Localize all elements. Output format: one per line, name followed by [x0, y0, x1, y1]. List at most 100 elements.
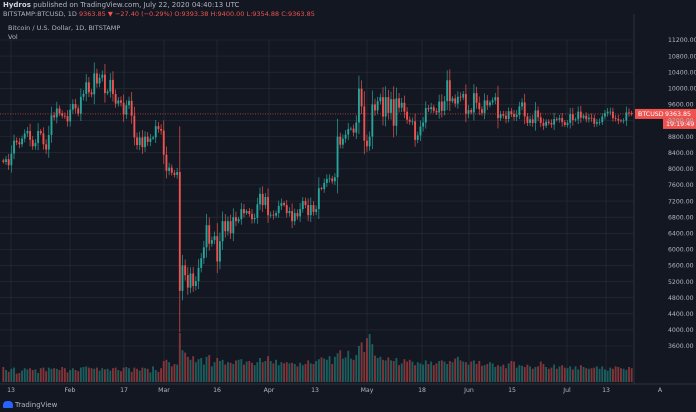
volume-bar	[577, 369, 580, 382]
candle-body	[539, 117, 542, 123]
volume-bar	[366, 338, 368, 382]
candle-body	[352, 128, 355, 133]
candle-body	[253, 217, 256, 220]
candle-body	[371, 104, 374, 137]
volume-bars	[2, 332, 633, 382]
volume-bar	[622, 368, 625, 382]
volume-bar	[456, 356, 459, 382]
volume-bar	[550, 367, 553, 382]
candle-body	[197, 267, 200, 282]
candle-body	[71, 104, 74, 110]
candle-body	[443, 101, 446, 111]
volume-bar	[467, 364, 470, 382]
candle-body	[248, 211, 251, 214]
candle-body	[213, 236, 216, 241]
volume-bar	[502, 364, 505, 382]
volume-bar	[37, 373, 40, 382]
volume-bar	[537, 366, 540, 382]
candle-body	[553, 118, 556, 125]
candle-body	[411, 121, 414, 123]
volume-bar	[454, 358, 457, 382]
volume-bar	[71, 368, 74, 382]
volume-bar	[114, 367, 117, 382]
candle-body	[5, 159, 7, 162]
candle-body	[382, 97, 384, 117]
candle-body	[189, 273, 192, 288]
candle-body	[336, 136, 339, 178]
volume-bar	[325, 359, 328, 382]
volume-bar	[82, 367, 85, 382]
author-name[interactable]: Hydros	[3, 1, 31, 9]
volume-bar	[58, 370, 61, 382]
volume-bar	[144, 368, 146, 382]
volume-bar	[200, 358, 203, 382]
volume-bar	[534, 367, 537, 382]
y-tick-label: 8000.00	[668, 166, 694, 173]
volume-bar	[341, 358, 344, 382]
volume-bar	[90, 368, 93, 382]
ohlc-values: O:9393.38 H:9400.00 L:9354.88 C:9363.85	[174, 10, 315, 18]
volume-bar	[400, 363, 403, 382]
candle-body	[574, 119, 577, 121]
candle-body	[489, 102, 491, 106]
volume-bar	[221, 359, 224, 382]
grid-lines	[0, 39, 633, 382]
volume-bar	[285, 362, 288, 382]
volume-bar	[34, 369, 37, 382]
candle-body	[85, 82, 88, 94]
volume-bar	[561, 365, 564, 382]
candle-body	[87, 82, 90, 93]
x-tick-label: Jul	[562, 387, 571, 394]
candle-body	[15, 140, 18, 143]
candle-body	[387, 97, 390, 113]
volume-bar	[253, 365, 256, 382]
candle-body	[432, 107, 435, 111]
candle-body	[21, 138, 23, 145]
x-tick-label: 18	[418, 387, 426, 394]
volume-bar	[50, 368, 53, 382]
candle-body	[379, 97, 382, 102]
volume-bar	[13, 367, 15, 382]
volume-bar	[491, 363, 494, 382]
x-tick-label: 13	[602, 387, 610, 394]
volume-bar	[612, 368, 614, 382]
volume-bar	[558, 366, 561, 382]
candle-body	[208, 225, 211, 244]
volume-bar	[464, 362, 467, 382]
candle-body	[317, 188, 320, 210]
volume-bar	[216, 358, 219, 382]
x-tick-label: 13	[7, 387, 15, 394]
candle-body	[419, 126, 422, 136]
volume-bar	[189, 359, 192, 382]
candle-body	[95, 73, 98, 84]
volume-bar	[157, 371, 160, 382]
price-overlay: BTCUSD 9363.85 19:19:49	[0, 108, 696, 129]
candle-body	[13, 140, 15, 154]
candle-body	[585, 115, 588, 120]
volume-bar	[256, 362, 259, 382]
candle-body	[360, 88, 363, 107]
volume-bar	[87, 367, 90, 382]
candle-body	[307, 205, 310, 216]
candle-body	[173, 172, 176, 175]
candle-body	[320, 188, 323, 189]
tradingview-brand[interactable]: TradingView	[3, 401, 57, 409]
candle-body	[202, 247, 205, 259]
candle-body	[2, 160, 5, 162]
volume-bar	[269, 361, 272, 382]
candle-body	[502, 114, 505, 116]
candle-body	[505, 115, 507, 119]
candle-body	[275, 213, 277, 216]
candle-body	[170, 167, 173, 173]
volume-bar	[7, 371, 10, 382]
volume-bar	[248, 361, 251, 382]
y-tick-label: 9200.00	[668, 118, 694, 125]
candle-body	[414, 121, 417, 140]
volume-bar	[202, 364, 205, 382]
volume-bar	[333, 356, 336, 382]
volume-bar	[518, 365, 521, 382]
candle-body	[229, 221, 232, 234]
volume-bar	[245, 361, 248, 382]
volume-bar	[523, 367, 526, 382]
